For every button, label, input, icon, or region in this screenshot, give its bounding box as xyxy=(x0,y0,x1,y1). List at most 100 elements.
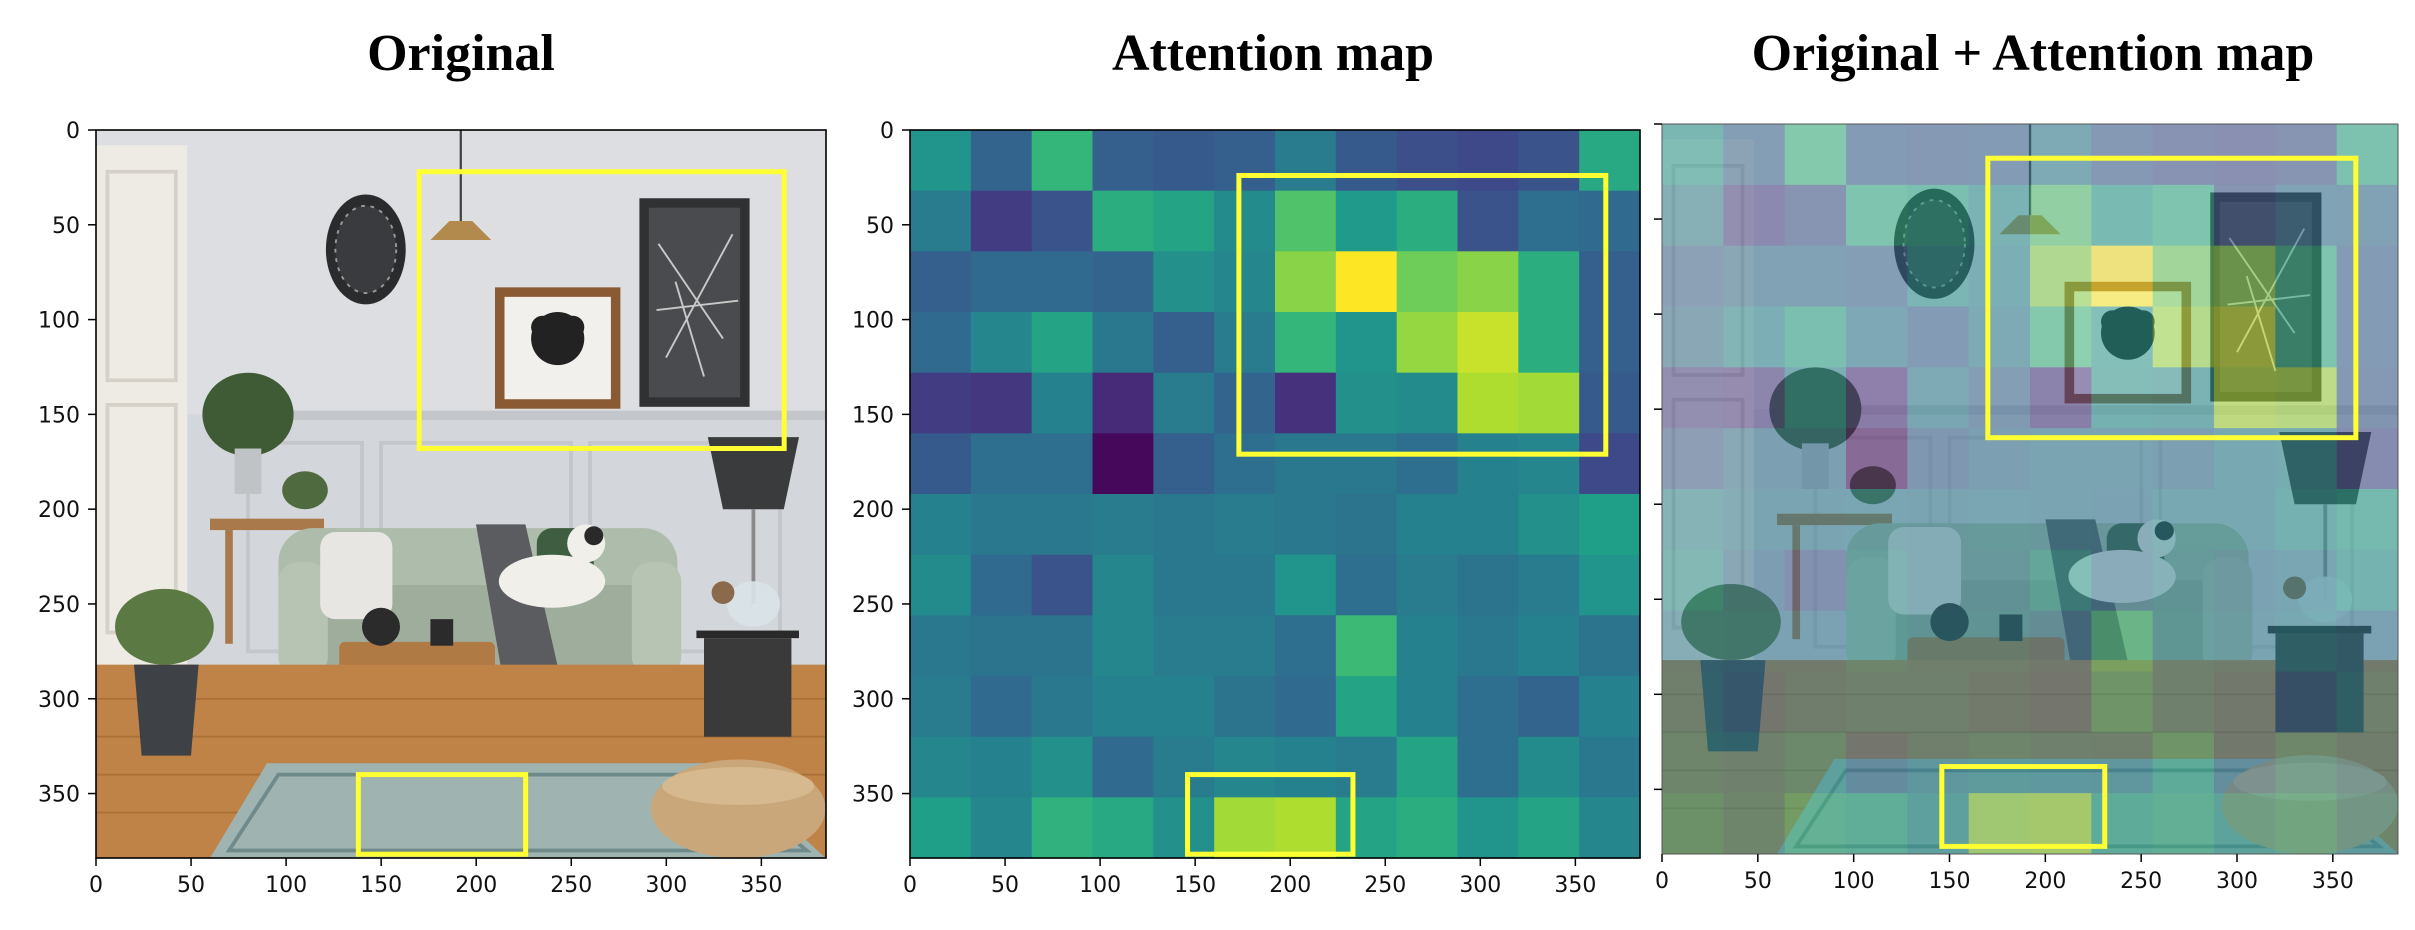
heatmap-cell xyxy=(1457,615,1519,677)
heatmap-cell xyxy=(1723,489,1786,551)
heatmap-cell xyxy=(2275,124,2338,186)
heatmap-cell xyxy=(1396,251,1459,313)
heatmap-cell xyxy=(1784,793,1847,854)
heatmap-cell xyxy=(1275,312,1337,374)
heatmap-cell xyxy=(1457,433,1519,495)
heatmap-cell xyxy=(1335,554,1398,616)
heatmap-cell xyxy=(1907,184,1970,247)
heatmap-cell xyxy=(1518,736,1580,798)
heatmap-cell xyxy=(2091,124,2154,186)
heatmap-cell xyxy=(2336,367,2398,429)
room-illustration xyxy=(96,130,826,858)
x-tick-label: 50 xyxy=(991,873,1019,898)
x-tick-label: 200 xyxy=(1269,873,1311,898)
heatmap-cell xyxy=(910,433,972,495)
heatmap-cell xyxy=(1518,312,1580,374)
heatmap-cell xyxy=(1968,610,2031,673)
attention-heatmap xyxy=(910,130,1641,859)
heatmap-cell xyxy=(2275,489,2338,551)
heatmap-cell xyxy=(1579,312,1641,374)
heatmap-cell xyxy=(1907,489,1970,551)
heatmap-cell xyxy=(1335,190,1398,252)
heatmap-cell xyxy=(1723,793,1786,854)
heatmap-cell xyxy=(2152,367,2215,429)
heatmap-cell xyxy=(2214,124,2276,186)
heatmap-cell xyxy=(1662,793,1724,854)
x-tick-label: 350 xyxy=(2312,869,2354,894)
heatmap-cell xyxy=(1846,549,1908,612)
heatmap-cell xyxy=(1335,736,1398,798)
heatmap-cell xyxy=(1968,124,2031,186)
heatmap-cell xyxy=(1723,671,1786,733)
heatmap-cell xyxy=(1092,130,1154,192)
y-tick-label: 200 xyxy=(38,498,80,523)
overlay-highlight-boxes xyxy=(1939,155,2359,849)
original-frame xyxy=(95,129,827,859)
y-tick-label: 100 xyxy=(852,309,894,334)
heatmap-cell xyxy=(1907,428,1970,490)
heatmap-cell xyxy=(1092,433,1154,495)
heatmap-cell xyxy=(1214,676,1276,738)
x-tick-label: 200 xyxy=(455,873,497,898)
heatmap-cell xyxy=(1092,797,1154,859)
heatmap-cell xyxy=(1968,549,2031,612)
heatmap-cell xyxy=(2152,124,2215,186)
heatmap-cell xyxy=(910,190,972,252)
overlay-image xyxy=(1662,124,2398,854)
heatmap-cell xyxy=(2336,549,2398,612)
heatmap-cell xyxy=(1092,554,1154,616)
heatmap-cell xyxy=(1396,312,1459,374)
pendant-lamp xyxy=(430,221,492,240)
heatmap-cell xyxy=(910,615,972,677)
heatmap-cell xyxy=(2275,610,2338,673)
heatmap-cell xyxy=(1031,615,1094,677)
heatmap-cell xyxy=(1153,190,1215,252)
heatmap-cell xyxy=(1518,190,1580,252)
heatmap-cell xyxy=(1968,184,2031,247)
heatmap-cell xyxy=(910,736,972,798)
y-tick-label: 350 xyxy=(852,783,894,808)
heatmap-cell xyxy=(1457,736,1519,798)
heatmap-cell xyxy=(1662,306,1724,368)
heatmap-cell xyxy=(1396,372,1459,434)
heatmap-cell xyxy=(1214,615,1276,677)
heatmap-cell xyxy=(1968,367,2031,429)
heatmap-cell xyxy=(1214,433,1276,495)
heatmap-cell xyxy=(1784,245,1847,308)
x-tick-label: 200 xyxy=(2024,869,2066,894)
heatmap-cell xyxy=(2214,184,2276,247)
heatmap-cell xyxy=(2275,184,2338,247)
heatmap-cell xyxy=(1396,190,1459,252)
y-tick-label: 250 xyxy=(38,593,80,618)
heatmap-cell xyxy=(2275,793,2338,854)
heatmap-cell xyxy=(910,554,972,616)
heatmap-cell xyxy=(2030,549,2092,612)
heatmap-cell xyxy=(1031,433,1094,495)
x-tick-label: 0 xyxy=(1655,869,1669,894)
heatmap-cell xyxy=(1579,494,1641,556)
heatmap-cell xyxy=(1275,736,1337,798)
x-tick-label: 300 xyxy=(1459,873,1501,898)
heatmap-cell xyxy=(1784,124,1847,186)
heatmap-cell xyxy=(1723,549,1786,612)
floor-vase xyxy=(134,664,199,756)
heatmap-cell xyxy=(1846,793,1908,854)
heatmap-cell xyxy=(970,372,1033,434)
heatmap-cell xyxy=(1846,184,1908,247)
x-tick-label: 150 xyxy=(1174,873,1216,898)
heatmap-cell xyxy=(1031,251,1094,313)
heatmap-cell xyxy=(2091,793,2154,854)
heatmap-cell xyxy=(1784,549,1847,612)
heatmap-cell xyxy=(1968,245,2031,308)
door xyxy=(96,145,188,669)
heatmap-cell xyxy=(1396,494,1459,556)
heatmap-cell xyxy=(2336,306,2398,368)
x-tick-label: 100 xyxy=(265,873,307,898)
heatmap-cell xyxy=(1784,428,1847,490)
heatmap-cell xyxy=(910,494,972,556)
overlay-axes: 0 50 100 150 200 250 300 350 xyxy=(1654,123,2354,894)
heatmap-cell xyxy=(2091,610,2154,673)
heatmap-cell xyxy=(2275,732,2338,794)
heatmap-cell xyxy=(1662,671,1724,733)
